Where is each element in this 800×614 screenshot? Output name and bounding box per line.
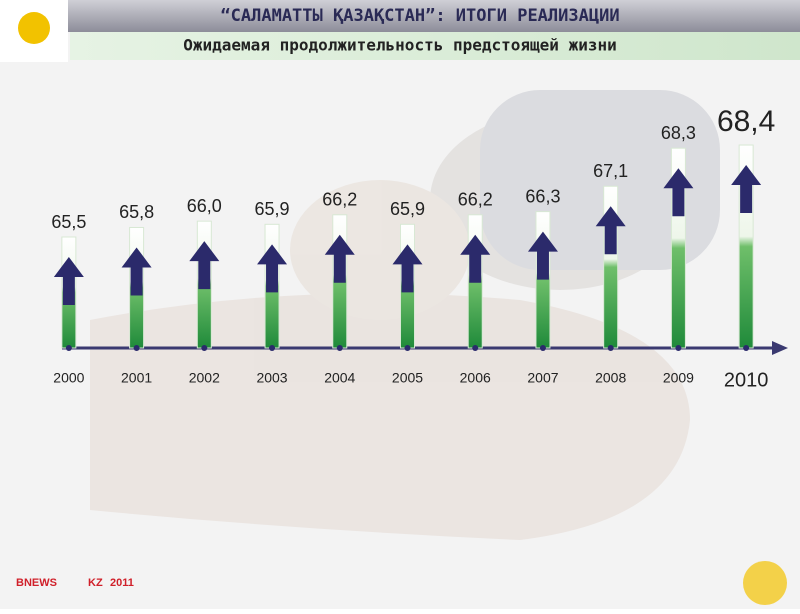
arrow [527, 231, 558, 280]
x-tick-label: 2008 [595, 370, 626, 386]
x-tick-label: 2003 [256, 370, 287, 386]
x-tick-label: 2000 [53, 370, 84, 386]
x-tick-label: 2007 [527, 370, 558, 386]
logo [18, 12, 50, 44]
value-label: 68,3 [661, 123, 696, 143]
value-label: 65,8 [119, 202, 154, 222]
arrow [257, 244, 288, 293]
axis-dot [675, 345, 682, 351]
value-label: 66,2 [322, 190, 357, 210]
footer-year: 2011 [110, 577, 134, 589]
footer-brand: BNEWS [16, 577, 57, 589]
arrow [53, 257, 84, 305]
axis-dot [539, 345, 546, 351]
subtitle-band [70, 32, 800, 60]
axis-dot [201, 345, 208, 351]
axis-dot [65, 345, 72, 351]
arrow [392, 244, 423, 293]
arrow [324, 234, 355, 283]
x-tick-label: 2001 [121, 370, 152, 386]
value-label: 65,9 [255, 199, 290, 219]
footer: BNEWS KZ 2011 [16, 561, 787, 605]
value-label: 66,2 [458, 190, 493, 210]
anniversary-logo [743, 561, 787, 605]
arrow [121, 247, 152, 296]
axis-dot [743, 345, 750, 351]
axis-dot [336, 345, 343, 351]
value-label: 66,0 [187, 196, 222, 216]
x-tick-label: 2004 [324, 370, 355, 386]
x-tick-label: 2010 [724, 369, 769, 391]
value-label: 65,9 [390, 199, 425, 219]
value-label: 67,1 [593, 161, 628, 181]
arrow [663, 168, 694, 217]
value-label: 66,3 [525, 186, 560, 206]
arrow [595, 206, 626, 255]
axis-dot [607, 345, 614, 351]
x-tick-label: 2005 [392, 370, 423, 386]
arrow [460, 234, 491, 283]
axis-dot [133, 345, 140, 351]
x-tick-label: 2009 [663, 370, 694, 386]
header-band [0, 0, 800, 32]
hand-decoration [90, 90, 720, 540]
chart-subtitle: Ожидаемая продолжительность предстоящей … [183, 36, 616, 55]
value-label: 68,4 [717, 105, 775, 138]
footer-domain: KZ [88, 577, 103, 589]
value-label: 65,5 [51, 212, 86, 232]
axis-dot [472, 345, 479, 351]
x-tick-label: 2002 [189, 370, 220, 386]
axis-dot [269, 345, 276, 351]
axis-arrow [772, 341, 788, 355]
axis-dot [404, 345, 411, 351]
x-tick-label: 2006 [460, 370, 491, 386]
chart-title: “САЛАМАТТЫ ҚАЗАҚСТАН”: ИТОГИ РЕАЛИЗАЦИИ [220, 6, 619, 26]
arrow [189, 241, 220, 290]
arrow [731, 165, 762, 214]
